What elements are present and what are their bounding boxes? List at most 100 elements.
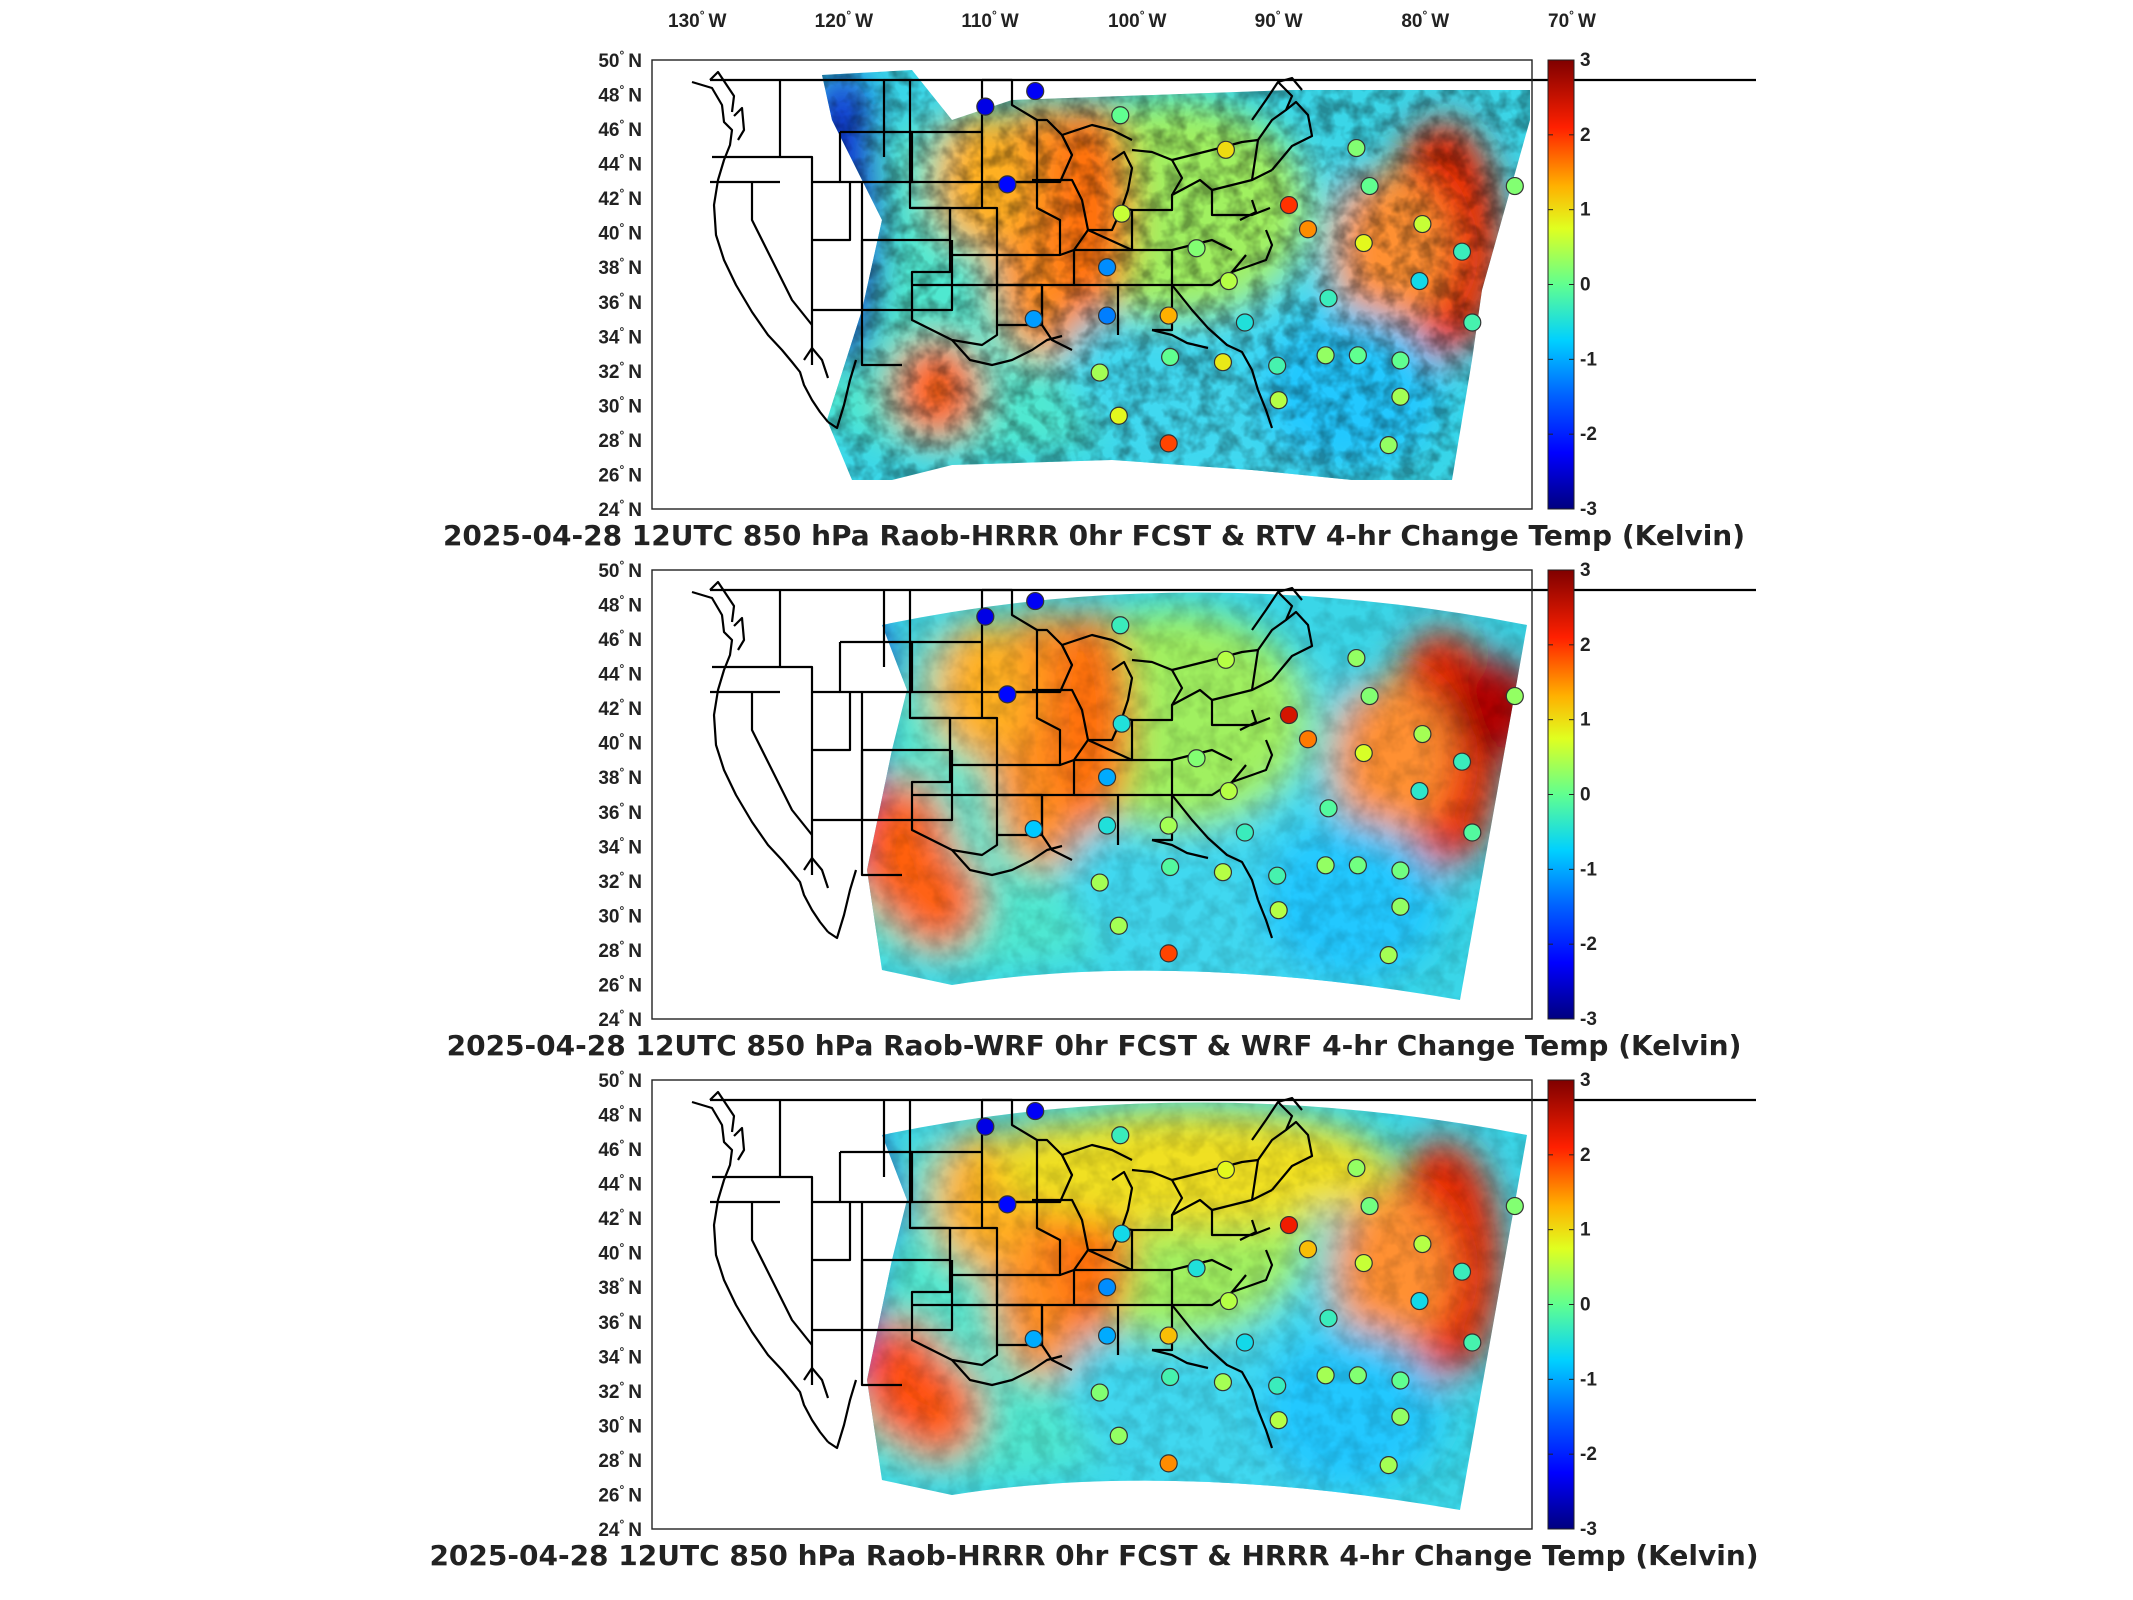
- raob-station-marker: [1413, 214, 1432, 234]
- raob-station-marker: [1111, 1126, 1130, 1145]
- raob-station-marker: [1279, 195, 1299, 215]
- raob-station-marker: [1354, 1253, 1373, 1273]
- latitude-label: 26° N: [598, 1482, 642, 1506]
- latitude-label: 40° N: [598, 221, 642, 245]
- raob-station-marker: [1109, 916, 1128, 935]
- panel-title: 2025-04-28 12UTC 850 hPa Raob-HRRR 0hr F…: [429, 1539, 1758, 1572]
- raob-station-marker: [1187, 749, 1206, 768]
- raob-station-marker: [1298, 730, 1318, 749]
- raob-station-marker: [1026, 591, 1045, 611]
- latitude-label: 36° N: [598, 800, 642, 824]
- plot-frame: [651, 1079, 1533, 1530]
- colorbar-tick-label: -2: [1580, 934, 1597, 955]
- colorbar: 3 2 1 0 -1 -2 -3: [1547, 1070, 1597, 1540]
- colorbar-tick-label: 3: [1580, 1070, 1591, 1091]
- colorbar-tick-label: 2: [1580, 635, 1591, 656]
- station-markers: [976, 1101, 1524, 1475]
- raob-station-marker: [1159, 944, 1178, 963]
- longitude-label: 90° W: [1255, 8, 1303, 32]
- raob-station-marker: [1354, 233, 1373, 253]
- latitude-label: 42° N: [598, 1206, 642, 1230]
- raob-station-marker: [1097, 816, 1117, 835]
- latitude-label: 34° N: [598, 1344, 642, 1368]
- map-panel: 50° N 48° N 46° N 44° N 42° N 40° N 38° N 36° N 34° N 32° N…: [429, 1068, 1758, 1572]
- raob-station-marker: [1219, 781, 1238, 801]
- longitude-label: 100° W: [1108, 8, 1167, 32]
- raob-station-marker: [1161, 1367, 1180, 1387]
- raob-station-marker: [1024, 819, 1043, 839]
- raob-station-marker: [1348, 856, 1367, 875]
- raob-station-marker: [1159, 434, 1178, 453]
- latitude-label: 36° N: [598, 290, 642, 314]
- raob-station-marker: [1161, 347, 1180, 367]
- raob-station-marker: [1348, 1366, 1367, 1385]
- latitude-label: 28° N: [598, 1448, 642, 1472]
- raob-station-marker: [1111, 616, 1130, 635]
- raob-station-marker: [1298, 220, 1318, 239]
- raob-station-marker: [1235, 313, 1255, 332]
- raob-station-marker: [1235, 1333, 1255, 1352]
- colorbar-tick-label: 0: [1580, 785, 1591, 806]
- raob-station-marker: [1112, 204, 1131, 223]
- panel-title: 2025-04-28 12UTC 850 hPa Raob-HRRR 0hr F…: [443, 519, 1745, 552]
- longitude-label: 120° W: [815, 8, 874, 32]
- raob-station-marker: [1235, 823, 1255, 842]
- raob-station-marker: [1216, 1160, 1235, 1179]
- colorbar-tick-label: -2: [1580, 1444, 1597, 1465]
- latitude-axis-labels: 50° N 48° N 46° N 44° N 42° N 40° N 38° N 36° N 34° N 32° N…: [598, 48, 642, 521]
- latitude-label: 44° N: [598, 1172, 642, 1196]
- raob-station-marker: [1410, 271, 1429, 291]
- latitude-label: 28° N: [598, 428, 642, 452]
- latitude-label: 36° N: [598, 1310, 642, 1334]
- colorbar-tick-label: 1: [1580, 710, 1591, 731]
- raob-station-marker: [1097, 768, 1117, 787]
- latitude-label: 34° N: [598, 324, 642, 348]
- colorbar-tick-label: 1: [1580, 200, 1591, 221]
- latitude-label: 28° N: [598, 938, 642, 962]
- latitude-label: 48° N: [598, 83, 642, 107]
- raob-station-marker: [976, 97, 995, 116]
- raob-station-marker: [1097, 306, 1117, 325]
- longitude-label: 130° W: [668, 8, 727, 32]
- raob-station-marker: [1463, 1333, 1482, 1352]
- raob-station-marker: [998, 1195, 1017, 1214]
- latitude-label: 30° N: [598, 903, 642, 927]
- colorbar-tick-label: 0: [1580, 275, 1591, 296]
- latitude-label: 40° N: [598, 731, 642, 755]
- latitude-label: 38° N: [598, 1275, 642, 1299]
- raob-station-marker: [1109, 406, 1128, 425]
- colorbar-tick-label: 2: [1580, 1145, 1591, 1166]
- raob-station-marker: [1161, 857, 1180, 877]
- colorbar-tick-label: -3: [1580, 1009, 1597, 1030]
- raob-station-marker: [1026, 81, 1045, 101]
- colorbar-tick-label: 2: [1580, 125, 1591, 146]
- raob-station-marker: [1505, 176, 1524, 196]
- station-markers: [976, 591, 1524, 965]
- raob-station-marker: [1347, 648, 1366, 668]
- raob-station-marker: [1159, 306, 1178, 325]
- raob-station-marker: [1268, 356, 1287, 375]
- colorbar-tick-label: 1: [1580, 1220, 1591, 1241]
- latitude-label: 40° N: [598, 1241, 642, 1265]
- colorbar-tick-label: -3: [1580, 1519, 1597, 1540]
- raob-station-marker: [1452, 1262, 1472, 1281]
- latitude-label: 26° N: [598, 462, 642, 486]
- raob-station-marker: [1097, 258, 1117, 277]
- raob-station-marker: [1379, 946, 1398, 965]
- colorbar-tick-label: 3: [1580, 50, 1591, 71]
- raob-station-marker: [1097, 1278, 1117, 1297]
- raob-station-marker: [1279, 705, 1299, 725]
- raob-station-marker: [1216, 650, 1235, 669]
- latitude-label: 44° N: [598, 152, 642, 176]
- raob-station-marker: [1268, 1376, 1287, 1395]
- raob-station-marker: [1413, 1234, 1432, 1254]
- raob-station-marker: [1347, 1158, 1366, 1178]
- latitude-label: 24° N: [598, 497, 642, 521]
- raob-station-marker: [1316, 346, 1335, 365]
- latitude-label: 34° N: [598, 834, 642, 858]
- raob-station-marker: [1090, 873, 1109, 892]
- raob-station-marker: [1463, 823, 1482, 842]
- latitude-axis-labels: 50° N 48° N 46° N 44° N 42° N 40° N 38° N 36° N 34° N 32° N…: [598, 1068, 642, 1541]
- plot-frame: [651, 59, 1533, 510]
- latitude-label: 50° N: [598, 558, 642, 582]
